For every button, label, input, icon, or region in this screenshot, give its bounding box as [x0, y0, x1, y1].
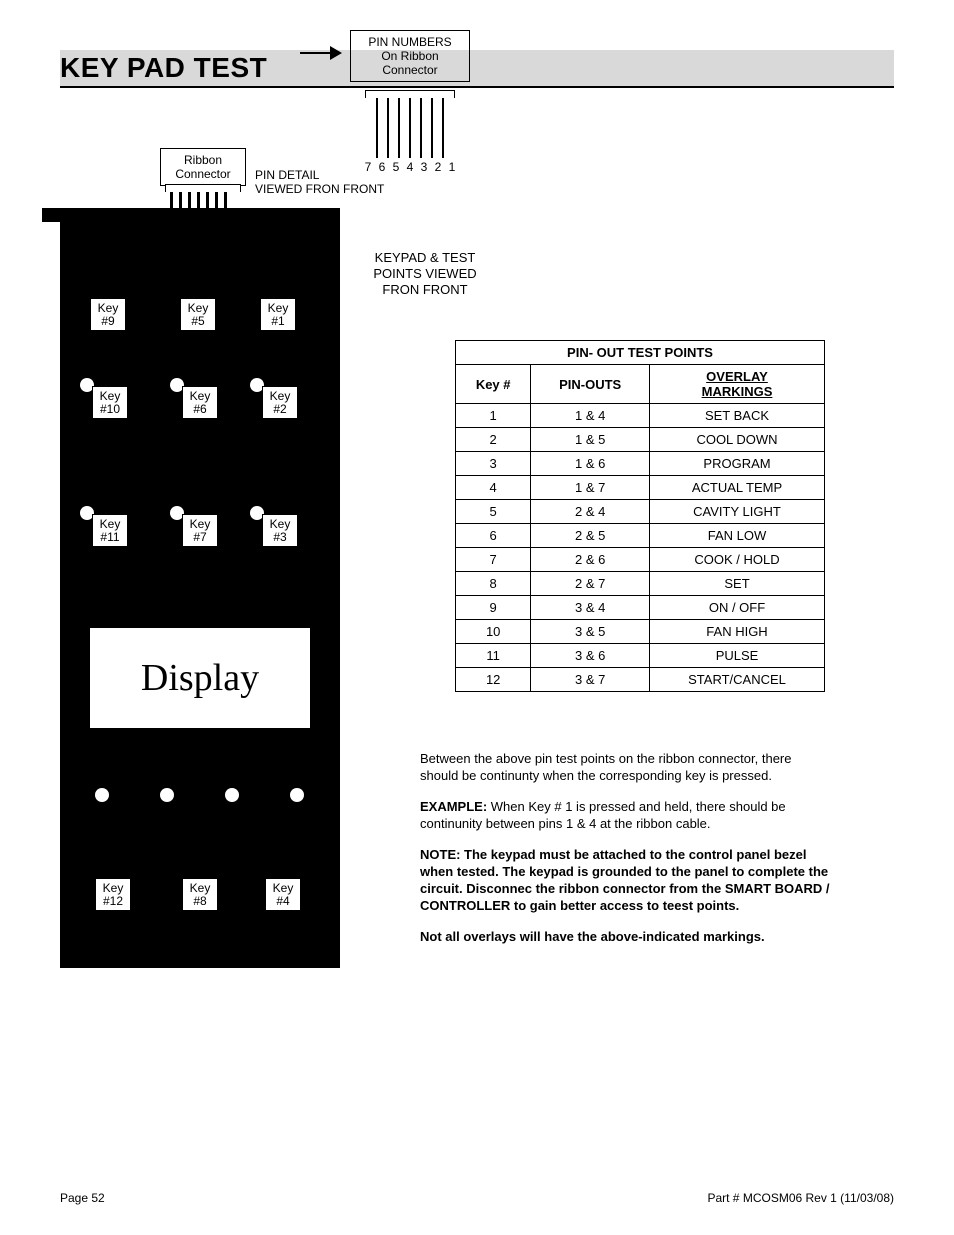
key-12-label: Key#12	[95, 878, 131, 911]
table-row: 93 & 4ON / OFF	[456, 596, 825, 620]
pin-diagram: 7 6 5 4 3 2 1	[350, 90, 470, 180]
dot	[290, 788, 304, 802]
col-key: Key #	[456, 365, 531, 404]
para-example: EXAMPLE: When Key # 1 is pressed and hel…	[420, 798, 830, 832]
table-row: 62 & 5FAN LOW	[456, 524, 825, 548]
keypad-diagram: Ribbon Connector Key#9 Key#5 Key#1 Key#1…	[60, 208, 340, 968]
key-10-label: Key#10	[92, 386, 128, 419]
arrow-icon	[300, 52, 330, 54]
key-8-label: Key#8	[182, 878, 218, 911]
para-note: NOTE: The keypad must be attached to the…	[420, 846, 830, 914]
table-row: 82 & 7SET	[456, 572, 825, 596]
description-paragraphs: Between the above pin test points on the…	[420, 750, 830, 959]
ribbon-line1: Ribbon	[161, 153, 245, 167]
table-row: 72 & 6COOK / HOLD	[456, 548, 825, 572]
key-11-label: Key#11	[92, 514, 128, 547]
pin-num-l2: On Ribbon	[353, 49, 467, 63]
key-3-label: Key#3	[262, 514, 298, 547]
side-l1: KEYPAD & TEST	[360, 250, 490, 266]
ribbon-connector-label: Ribbon Connector	[160, 148, 246, 186]
display-label: Display	[90, 628, 310, 728]
pinout-table: PIN- OUT TEST POINTS Key # PIN-OUTS OVER…	[455, 340, 825, 692]
table-row: 113 & 6PULSE	[456, 644, 825, 668]
key-6-label: Key#6	[182, 386, 218, 419]
key-5-label: Key#5	[180, 298, 216, 331]
table-row: 31 & 6PROGRAM	[456, 452, 825, 476]
pin-numbers-label: PIN NUMBERS On Ribbon Connector	[350, 30, 470, 82]
table-row: 11 & 4SET BACK	[456, 404, 825, 428]
ribbon-bracket	[165, 184, 241, 192]
key-4-label: Key#4	[265, 878, 301, 911]
key-2-label: Key#2	[262, 386, 298, 419]
para-intro: Between the above pin test points on the…	[420, 750, 830, 784]
key-1-label: Key#1	[260, 298, 296, 331]
col-pinouts: PIN-OUTS	[531, 365, 650, 404]
dot	[225, 788, 239, 802]
para-overlays: Not all overlays will have the above-ind…	[420, 928, 830, 945]
table-row: 52 & 4CAVITY LIGHT	[456, 500, 825, 524]
pin-detail-line2: VIEWED FRON FRONT	[255, 182, 384, 196]
ribbon-pins	[170, 192, 227, 208]
footer-page: Page 52	[60, 1191, 105, 1205]
side-l2: POINTS VIEWED	[360, 266, 490, 282]
side-l3: FRON FRONT	[360, 282, 490, 298]
pin-numerals: 7 6 5 4 3 2 1	[350, 160, 470, 174]
title-bar: KEY PAD TEST	[60, 50, 894, 88]
key-7-label: Key#7	[182, 514, 218, 547]
pin-num-l3: Connector	[353, 63, 467, 77]
col-overlay: OVERLAY MARKINGS	[650, 365, 825, 404]
dot	[95, 788, 109, 802]
key-9-label: Key#9	[90, 298, 126, 331]
pin-num-l1: PIN NUMBERS	[353, 35, 467, 49]
table-title: PIN- OUT TEST POINTS	[456, 341, 825, 365]
table-row: 21 & 5COOL DOWN	[456, 428, 825, 452]
side-label: KEYPAD & TEST POINTS VIEWED FRON FRONT	[360, 250, 490, 298]
table-row: 41 & 7ACTUAL TEMP	[456, 476, 825, 500]
table-row: 123 & 7START/CANCEL	[456, 668, 825, 692]
page-title: KEY PAD TEST	[60, 52, 894, 84]
keypad-notch	[42, 208, 60, 222]
dot	[160, 788, 174, 802]
ribbon-line2: Connector	[161, 167, 245, 181]
table-row: 103 & 5FAN HIGH	[456, 620, 825, 644]
footer-part: Part # MCOSM06 Rev 1 (11/03/08)	[707, 1191, 894, 1205]
